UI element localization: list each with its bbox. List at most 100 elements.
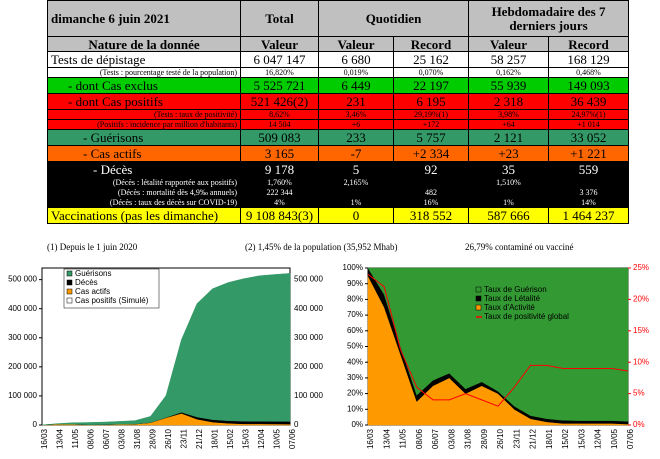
legend-swatch	[66, 279, 73, 286]
table-cell: 9 178	[240, 161, 319, 178]
x-tick-label: 31/08	[133, 428, 142, 449]
table-row: (Décès : létalité rapportée aux positifs…	[47, 177, 630, 188]
table-cell: 231	[318, 93, 394, 110]
table-row: - dont Cas positifs 521 426(2) 231 6 195 2 3…	[47, 93, 630, 110]
table-cell: - dont Cas exclus	[47, 77, 241, 94]
header-row: dimanche 6 juin 2021 Total Quotidien Heb…	[47, 0, 630, 37]
x-tick-label: 07/06	[288, 428, 297, 449]
x-tick-label: 28/09	[149, 428, 158, 449]
y-tick-label: 100 000	[294, 391, 323, 400]
y-tick-label: 400 000	[8, 304, 37, 313]
y-tick-label: 70%	[347, 310, 363, 319]
x-tick-label: 21/12	[529, 428, 538, 449]
table-cell: 9 108 843(3)	[240, 207, 319, 224]
legend-box	[63, 268, 160, 309]
table-cell: 5 525 721	[240, 77, 319, 94]
y-tick-label: 0%	[351, 420, 363, 429]
footnote: (1) Depuis le 1 juin 2020	[47, 242, 138, 252]
footnote: 26,79% contaminé ou vacciné	[465, 242, 574, 252]
legend-swatch	[475, 304, 482, 311]
column-header: Record	[547, 36, 630, 52]
x-tick-label: 03/08	[447, 428, 456, 449]
table-cell: - Décès	[47, 161, 241, 178]
table-row: (Décès : taux des décès sur COVID-19) 4% 1…	[47, 197, 630, 208]
x-tick-label: 18/01	[545, 428, 554, 449]
x-tick-label: 07/06	[626, 428, 635, 449]
x-tick-label: 26/10	[496, 428, 505, 449]
y2-tick-label: 20%	[633, 295, 649, 304]
y-tick-label: 90%	[347, 279, 363, 288]
x-tick-label: 13/04	[56, 428, 65, 449]
y2-tick-label: 10%	[633, 357, 649, 366]
table-cell: Tests de dépistage	[47, 51, 241, 68]
area	[41, 273, 291, 426]
table-row: - dont Cas exclus 5 525 721 6 449 22 197 55 …	[47, 77, 630, 94]
x-tick-label: 21/12	[195, 428, 204, 449]
y-tick-label: 80%	[347, 295, 363, 304]
table-cell: 55 939	[468, 77, 549, 94]
legend-swatch	[66, 288, 73, 295]
table-cell: -7	[318, 145, 394, 162]
x-tick-label: 10/05	[273, 428, 282, 449]
y-tick-label: 100%	[343, 263, 363, 272]
legend-label: Taux de Guérison	[484, 285, 547, 294]
table-cell: 33 052	[547, 129, 630, 146]
x-tick-label: 15/02	[226, 428, 235, 449]
column-header: Valeur	[240, 36, 319, 52]
y-tick-label: 50%	[347, 342, 363, 351]
x-tick-label: 06/07	[431, 428, 440, 449]
x-tick-label: 23/11	[180, 428, 189, 448]
table-row: - Décès 9 178 5 92 35 559	[47, 161, 630, 178]
x-tick-label: 08/06	[87, 428, 96, 449]
table-cell: 35	[468, 161, 549, 178]
table-cell: 6 047 147	[240, 51, 319, 68]
table-cell: 318 552	[393, 207, 469, 224]
y-tick-label: 200 000	[294, 362, 323, 371]
x-tick-label: 13/04	[382, 428, 391, 449]
table-cell: 559	[547, 161, 630, 178]
footnote: (2) 1,45% de la population (35,952 Mhab)	[245, 242, 398, 252]
table-row: Vaccinations (pas les dimanche) 9 108 843…	[47, 207, 630, 224]
x-tick-label: 26/10	[164, 428, 173, 449]
y-tick-label: 60%	[347, 326, 363, 335]
y-tick-label: 400 000	[294, 304, 323, 313]
y2-tick-label: 0%	[633, 420, 645, 429]
table-cell: 6 680	[318, 51, 394, 68]
table-cell: 36 439	[547, 93, 630, 110]
table-row: (Positifs : incidence par million d'habi…	[47, 119, 630, 130]
table-cell: 521 426(2)	[240, 93, 319, 110]
y-tick-label: 30%	[347, 373, 363, 382]
x-tick-label: 03/08	[118, 428, 127, 449]
y2-tick-label: 15%	[633, 326, 649, 335]
y2-tick-label: 25%	[633, 263, 649, 272]
x-tick-label: 12/04	[594, 428, 603, 449]
legend-swatch	[475, 286, 482, 293]
table-cell: 22 197	[393, 77, 469, 94]
legend-swatch	[66, 270, 73, 277]
x-tick-label: 28/09	[480, 428, 489, 449]
legend-swatch	[475, 295, 482, 302]
table-cell: 0	[318, 207, 394, 224]
legend-label: Taux d'Activité	[484, 303, 535, 312]
y-tick-label: 0	[33, 420, 38, 429]
x-tick-label: 11/05	[71, 428, 80, 448]
y-tick-label: 0	[294, 420, 299, 429]
y-tick-label: 300 000	[8, 333, 37, 342]
y-tick-label: 100 000	[8, 391, 37, 400]
x-tick-label: 16/03	[366, 428, 375, 449]
table-cell: 25 162	[393, 51, 469, 68]
legend-label: Décès	[75, 278, 98, 287]
table-cell: 168 129	[547, 51, 630, 68]
header-row: Nature de la donnée Valeur Valeur Record…	[47, 36, 630, 52]
legend-label: Cas actifs	[75, 287, 110, 296]
x-tick-label: 15/03	[242, 428, 251, 449]
table-cell: 587 666	[468, 207, 549, 224]
x-tick-label: 23/11	[512, 428, 521, 448]
table-cell: 2 121	[468, 129, 549, 146]
y-tick-label: 500 000	[294, 275, 323, 284]
x-tick-label: 11/05	[399, 428, 408, 448]
column-header: Valeur	[468, 36, 549, 52]
x-tick-label: 18/01	[211, 428, 220, 449]
legend-label: Taux de Létalité	[484, 294, 541, 303]
